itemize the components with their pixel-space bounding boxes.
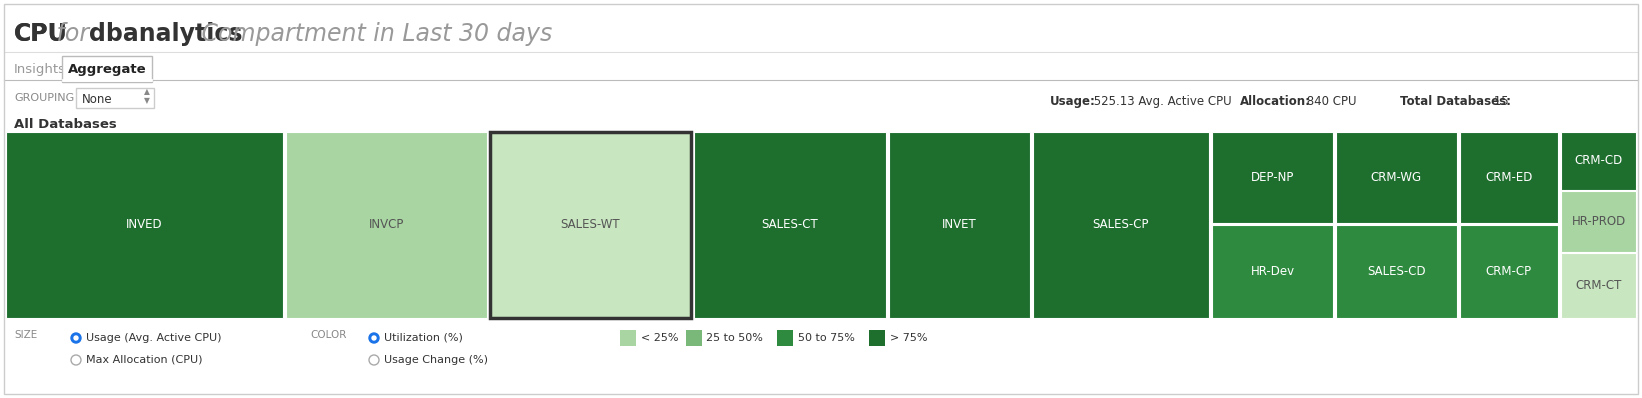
Text: Usage:: Usage: <box>1049 95 1095 108</box>
Text: HR-Dev: HR-Dev <box>1251 265 1294 278</box>
Bar <box>621 330 635 346</box>
Bar <box>7 132 282 318</box>
Bar <box>1562 253 1635 318</box>
Bar <box>890 132 1030 318</box>
Text: GROUPING: GROUPING <box>15 93 74 103</box>
Bar <box>1212 132 1333 223</box>
Text: Total Databases:: Total Databases: <box>1401 95 1511 108</box>
Text: 25 to 50%: 25 to 50% <box>706 333 764 343</box>
Text: CPU: CPU <box>15 22 67 46</box>
Bar <box>1562 191 1635 252</box>
Text: SALES-CP: SALES-CP <box>1092 219 1149 232</box>
Text: 15: 15 <box>1489 95 1509 108</box>
Bar <box>1337 132 1456 223</box>
Text: > 75%: > 75% <box>890 333 928 343</box>
Circle shape <box>373 336 376 340</box>
Bar <box>1460 225 1558 318</box>
Text: Utilization (%): Utilization (%) <box>384 333 463 343</box>
Text: INVCP: INVCP <box>369 219 404 232</box>
Text: dbanalytics: dbanalytics <box>89 22 243 46</box>
Bar <box>685 330 701 346</box>
Text: Allocation:: Allocation: <box>1240 95 1310 108</box>
Text: CRM-CD: CRM-CD <box>1575 154 1622 167</box>
Text: for: for <box>49 22 97 46</box>
Text: Max Allocation (CPU): Max Allocation (CPU) <box>85 355 202 365</box>
Circle shape <box>74 336 79 340</box>
Bar <box>695 132 887 318</box>
Text: 840 CPU: 840 CPU <box>1304 95 1356 108</box>
Bar <box>62 56 153 82</box>
Text: SALES-CD: SALES-CD <box>1368 265 1425 278</box>
Text: None: None <box>82 93 113 106</box>
Text: CRM-ED: CRM-ED <box>1484 171 1532 184</box>
Text: HR-PROD: HR-PROD <box>1571 215 1626 228</box>
Text: 50 to 75%: 50 to 75% <box>798 333 855 343</box>
Text: CPU: CPU <box>15 22 67 46</box>
Text: INVED: INVED <box>126 219 163 232</box>
Text: Usage (Avg. Active CPU): Usage (Avg. Active CPU) <box>85 333 222 343</box>
Text: INVET: INVET <box>943 219 977 232</box>
Text: CRM-CP: CRM-CP <box>1486 265 1532 278</box>
Text: ▼: ▼ <box>144 96 149 105</box>
Circle shape <box>369 333 379 343</box>
Text: CRM-WG: CRM-WG <box>1371 171 1422 184</box>
Bar <box>286 132 486 318</box>
Text: All Databases: All Databases <box>15 118 117 131</box>
Text: 525.13 Avg. Active CPU: 525.13 Avg. Active CPU <box>1090 95 1232 108</box>
Text: Insights: Insights <box>15 64 66 76</box>
Circle shape <box>71 355 80 365</box>
Text: Aggregate: Aggregate <box>67 64 146 76</box>
Text: SALES-CT: SALES-CT <box>762 219 818 232</box>
Bar <box>1460 132 1558 223</box>
Text: ▲: ▲ <box>144 88 149 96</box>
Text: COLOR: COLOR <box>310 330 346 340</box>
Circle shape <box>71 333 80 343</box>
Circle shape <box>369 355 379 365</box>
Bar <box>777 330 793 346</box>
Bar <box>1337 225 1456 318</box>
Text: Usage Change (%): Usage Change (%) <box>384 355 488 365</box>
Bar <box>1562 132 1635 190</box>
Text: SIZE: SIZE <box>15 330 38 340</box>
Text: < 25%: < 25% <box>640 333 678 343</box>
Text: Compartment in Last 30 days: Compartment in Last 30 days <box>194 22 552 46</box>
Text: CRM-CT: CRM-CT <box>1575 279 1622 292</box>
Bar <box>869 330 885 346</box>
Bar <box>1212 225 1333 318</box>
Bar <box>489 132 691 318</box>
Text: SALES-WT: SALES-WT <box>560 219 621 232</box>
Bar <box>1033 132 1209 318</box>
Text: DEP-NP: DEP-NP <box>1251 171 1294 184</box>
Bar <box>76 88 154 108</box>
